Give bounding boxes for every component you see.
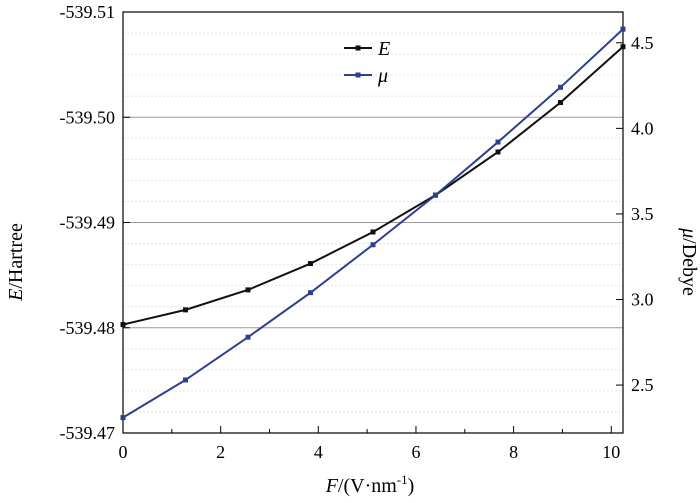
series-line-e: [122, 45, 624, 326]
y-left-tick-label: -539.49: [60, 213, 116, 233]
data-point-e: [245, 287, 251, 293]
x-tick-label: 6: [411, 442, 420, 462]
data-point-mu: [558, 84, 563, 90]
y-left-tick-label: -539.50: [60, 107, 116, 127]
x-tick-label: 4: [314, 442, 323, 462]
data-point-mu: [245, 334, 251, 340]
y-left-axis-title: E/Hartree: [5, 223, 27, 302]
data-point-mu: [183, 377, 188, 383]
data-point-mu: [308, 290, 313, 296]
data-point-e: [495, 149, 501, 155]
data-point-mu: [433, 192, 438, 198]
data-point-e: [558, 100, 563, 106]
data-point-mu: [370, 242, 376, 248]
data-point-e: [620, 44, 626, 50]
y-right-axis-title: μ/Debye: [678, 227, 700, 296]
y-right-tick-label: 3.0: [631, 290, 654, 310]
data-point-mu: [120, 415, 126, 421]
x-axis-title: F/(V·nm-1): [325, 472, 415, 497]
data-point-e: [120, 322, 126, 328]
data-point-e: [308, 261, 313, 267]
legend-marker-mu: [355, 72, 361, 78]
x-tick-label: 10: [602, 442, 620, 462]
axis-ticks: 0 2 4 6 8 10 -539.47 -539.48 -539.49 -539.50 -539.…: [60, 2, 654, 462]
y-left-tick-label: -539.47: [60, 423, 116, 443]
legend: E μ: [344, 38, 390, 87]
y-right-tick-label: 4.5: [631, 33, 654, 53]
x-tick-label: 0: [119, 442, 128, 462]
data-point-e: [370, 229, 376, 235]
data-point-e: [183, 307, 188, 313]
y-left-tick-label: -539.51: [60, 2, 116, 22]
y-right-tick-label: 4.0: [631, 118, 654, 138]
legend-marker-e: [355, 45, 361, 51]
grid: [123, 32, 623, 413]
legend-label-mu: μ: [377, 65, 388, 87]
legend-label-e: E: [377, 38, 390, 60]
x-tick-label: 2: [216, 442, 225, 462]
x-tick-label: 8: [509, 442, 518, 462]
data-point-mu: [620, 26, 626, 32]
y-right-tick-label: 2.5: [631, 375, 654, 395]
series: [120, 26, 626, 421]
y-left-tick-label: -539.48: [60, 318, 116, 338]
y-right-tick-label: 3.5: [631, 204, 654, 224]
series-line-mu: [122, 28, 624, 419]
data-point-mu: [495, 139, 501, 145]
